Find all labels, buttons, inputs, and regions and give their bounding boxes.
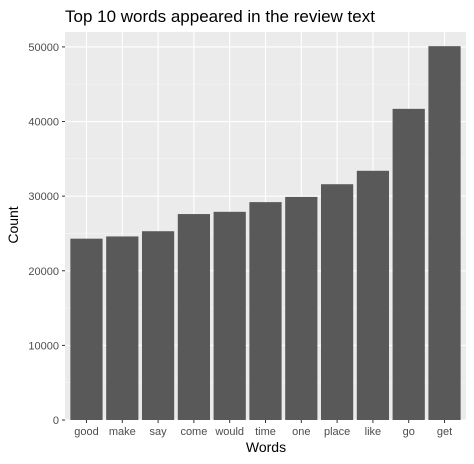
x-tick-label: would [214, 426, 244, 438]
y-tick-label: 40000 [28, 117, 59, 129]
bar-one [285, 196, 318, 420]
x-tick-label: one [292, 426, 310, 438]
x-axis-title: Words [246, 439, 286, 455]
bar-get [428, 46, 461, 421]
x-tick-label: place [324, 426, 350, 438]
bar-time [249, 202, 282, 420]
bar-would [213, 211, 246, 420]
bar-come [177, 214, 211, 420]
x-tick-label: good [74, 426, 98, 438]
y-tick-label: 30000 [28, 191, 59, 203]
x-tick-label: say [150, 426, 168, 438]
bar-make [106, 236, 139, 420]
x-tick-label: get [437, 426, 452, 438]
y-tick-label: 0 [53, 415, 59, 427]
x-tick-label: make [109, 426, 136, 438]
y-tick-label: 50000 [28, 42, 59, 54]
y-tick-label: 10000 [28, 340, 59, 352]
bar-like [356, 170, 390, 420]
x-tick-label: time [255, 426, 276, 438]
y-tick-label: 20000 [28, 266, 59, 278]
y-axis-title: Count [5, 206, 21, 243]
bar-say [141, 231, 175, 420]
chart-title: Top 10 words appeared in the review text [65, 7, 375, 26]
bar-place [320, 184, 354, 420]
bar-good [70, 238, 103, 420]
x-tick-label: go [403, 426, 415, 438]
bars [70, 46, 461, 421]
x-tick-label: come [180, 426, 207, 438]
axes: 0 10000 20000 30000 40000 50000 good make say com… [28, 42, 452, 438]
x-tick-label: like [365, 426, 382, 438]
bar-go [392, 108, 425, 420]
